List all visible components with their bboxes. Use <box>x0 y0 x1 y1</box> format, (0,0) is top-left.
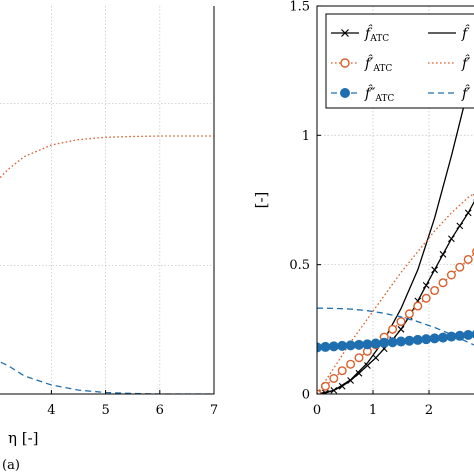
right-point-f_atc <box>397 325 405 333</box>
legend: f̂ATC f̂ f̂′ATC f̂′ f̂″ATC f̂′ <box>325 13 474 109</box>
right-point-f_doubleprime_atc <box>429 333 440 344</box>
right-y-tick-label: 0.5 <box>289 258 310 273</box>
right-point-f_doubleprime_atc <box>328 341 339 352</box>
right-point-f_atc <box>372 354 380 362</box>
left-grid <box>0 6 214 394</box>
right-point-f_doubleprime_atc <box>354 339 364 350</box>
right-y-tick-label: 0 <box>302 388 310 403</box>
legend-label: f̂′ <box>461 54 471 72</box>
left-x-ticks: 4 5 6 7 <box>47 390 218 418</box>
right-point-f_prime_atc <box>463 254 473 264</box>
right-point-f_atc <box>322 389 329 394</box>
right-point-f_prime_atc <box>388 324 398 334</box>
legend-entry: f̂ATC <box>331 24 389 44</box>
right-point-f_prime_atc <box>455 262 465 272</box>
legend-entry: f̂′ATC <box>331 54 392 74</box>
left-axes-frame <box>0 6 215 395</box>
right-point-f_prime_atc <box>354 353 364 363</box>
figure-caption: (a) <box>2 458 20 473</box>
right-point-f_prime_atc <box>337 366 347 376</box>
left-x-tick-label: 4 <box>47 403 55 418</box>
right-point-f_prime_atc <box>438 278 448 288</box>
right-point-f_doubleprime_atc <box>370 338 381 349</box>
right-point-f_doubleprime_atc <box>379 337 390 348</box>
right-point-f_prime_atc <box>329 373 339 383</box>
right-point-f_atc <box>448 235 455 243</box>
right-grid <box>317 6 474 394</box>
right-point-f_atc <box>431 266 438 274</box>
right-point-f_atc <box>464 209 472 217</box>
right-series-line-f_doubleprime <box>317 307 474 346</box>
right-y-tick-label: 1 <box>302 129 310 144</box>
right-point-f_doubleprime_atc <box>404 335 415 346</box>
right-point-f_prime_atc <box>421 293 431 303</box>
right-point-f_doubleprime_atc <box>387 337 398 348</box>
right-point-f_doubleprime_atc <box>412 334 423 345</box>
left-x-axis-label: η [-] <box>8 429 39 447</box>
right-point-f_doubleprime_atc <box>337 340 348 351</box>
right-y-axis-label: [-] <box>252 192 270 209</box>
left-x-tick-label: 6 <box>156 403 164 418</box>
right-point-f_prime_atc <box>413 301 423 311</box>
right-point-f_atc <box>364 362 371 369</box>
right-point-f_prime_atc <box>430 286 440 296</box>
legend-marker <box>341 29 349 37</box>
right-point-f_atc <box>456 222 464 230</box>
right-x-tick-label: 1 <box>369 403 377 418</box>
right-series-line-f_prime <box>317 193 474 394</box>
legend-label: f̂ATC <box>364 24 389 44</box>
left-series-line-f_doubleprime <box>0 361 214 394</box>
right-point-f_doubleprime_atc <box>463 330 474 341</box>
legend-label: f̂′ATC <box>364 54 392 74</box>
left-x-tick-label: 7 <box>210 403 218 418</box>
right-axes-frame <box>316 5 474 395</box>
right-point-f_prime_atc <box>346 359 356 369</box>
right-y-ticks: 0 0.5 1 1.5 <box>289 0 321 403</box>
right-point-f_doubleprime_atc <box>396 336 406 347</box>
right-point-f_doubleprime_atc <box>454 330 465 341</box>
right-point-f_atc <box>422 281 430 289</box>
right-point-f_doubleprime_atc <box>345 340 356 351</box>
legend-entry: f̂′ <box>428 84 471 102</box>
legend-entry: f̂′ <box>428 54 471 72</box>
right-x-ticks: 0 1 2 <box>313 390 433 418</box>
right-x-tick-label: 2 <box>425 403 433 418</box>
legend-marker <box>340 88 350 98</box>
right-point-f_prime_atc <box>396 317 406 327</box>
left-x-tick-label: 5 <box>101 403 109 418</box>
right-point-f_doubleprime_atc <box>320 341 331 352</box>
legend-label: f̂″ATC <box>364 84 394 104</box>
right-point-f_doubleprime_atc <box>438 332 448 343</box>
right-y-tick-label: 1.5 <box>289 0 310 14</box>
right-point-f_prime_atc <box>404 309 414 319</box>
right-series-line-f <box>317 61 474 394</box>
legend-marker <box>340 58 350 68</box>
left-panel: 4 5 6 7 η [-] <box>0 6 218 447</box>
legend-entry: f̂ <box>428 24 470 42</box>
right-point-f_atc <box>439 250 447 258</box>
legend-label: f̂ <box>461 24 470 42</box>
left-series-line-f_prime <box>0 135 214 179</box>
right-x-tick-label: 0 <box>313 403 321 418</box>
legend-box <box>325 13 474 109</box>
right-point-f_doubleprime_atc <box>362 339 373 350</box>
right-point-f_prime_atc <box>446 270 456 280</box>
right-series <box>317 61 474 394</box>
legend-entry: f̂″ATC <box>331 84 394 104</box>
right-series-line-f_atc <box>317 200 474 394</box>
right-point-f_atc <box>355 369 363 377</box>
right-point-f_doubleprime_atc <box>421 334 432 345</box>
legend-label: f̂′ <box>461 84 471 102</box>
right-point-f_prime_atc <box>320 381 330 391</box>
